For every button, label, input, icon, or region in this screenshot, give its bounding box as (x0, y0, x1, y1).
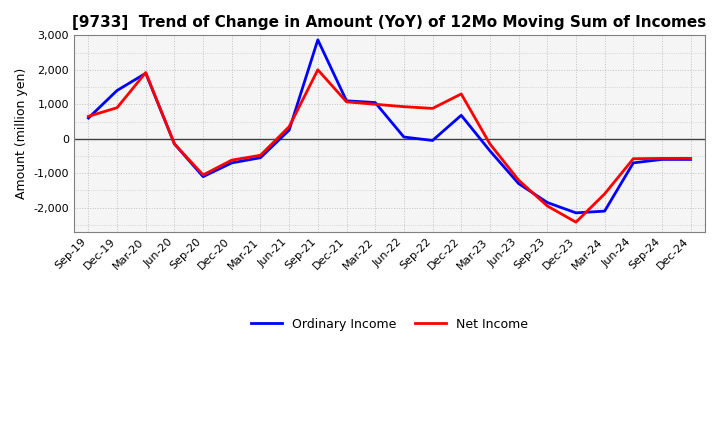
Ordinary Income (141, 70, 150, 76)
Net Income (686, 156, 695, 161)
Legend: Ordinary Income, Net Income: Ordinary Income, Net Income (246, 313, 534, 336)
Net Income (457, 91, 466, 96)
Net Income (285, 124, 294, 129)
Ordinary Income (543, 200, 552, 205)
Net Income (170, 141, 179, 147)
Ordinary Income (572, 210, 580, 216)
Ordinary Income (428, 138, 437, 143)
Net Income (485, 141, 494, 147)
Ordinary Income (313, 37, 322, 42)
Ordinary Income (686, 157, 695, 162)
Ordinary Income (457, 113, 466, 118)
Ordinary Income (600, 209, 609, 214)
Ordinary Income (256, 155, 265, 160)
Ordinary Income (371, 100, 379, 105)
Net Income (572, 220, 580, 225)
Net Income (342, 99, 351, 104)
Ordinary Income (84, 115, 93, 121)
Ordinary Income (228, 160, 236, 165)
Net Income (141, 70, 150, 75)
Line: Ordinary Income: Ordinary Income (89, 40, 690, 213)
Net Income (657, 156, 666, 161)
Ordinary Income (113, 88, 122, 93)
Title: [9733]  Trend of Change in Amount (YoY) of 12Mo Moving Sum of Incomes: [9733] Trend of Change in Amount (YoY) o… (73, 15, 706, 30)
Y-axis label: Amount (million yen): Amount (million yen) (15, 68, 28, 199)
Line: Net Income: Net Income (89, 70, 690, 222)
Ordinary Income (400, 134, 408, 139)
Ordinary Income (285, 128, 294, 133)
Net Income (543, 203, 552, 209)
Net Income (428, 106, 437, 111)
Net Income (371, 102, 379, 107)
Ordinary Income (199, 174, 207, 179)
Net Income (600, 191, 609, 197)
Ordinary Income (657, 157, 666, 162)
Net Income (400, 104, 408, 109)
Net Income (514, 177, 523, 183)
Net Income (228, 158, 236, 163)
Net Income (199, 172, 207, 178)
Net Income (629, 156, 638, 161)
Net Income (113, 105, 122, 110)
Net Income (84, 114, 93, 119)
Ordinary Income (170, 141, 179, 147)
Ordinary Income (342, 98, 351, 103)
Ordinary Income (514, 181, 523, 186)
Net Income (313, 67, 322, 73)
Ordinary Income (485, 148, 494, 154)
Ordinary Income (629, 160, 638, 165)
Net Income (256, 153, 265, 158)
